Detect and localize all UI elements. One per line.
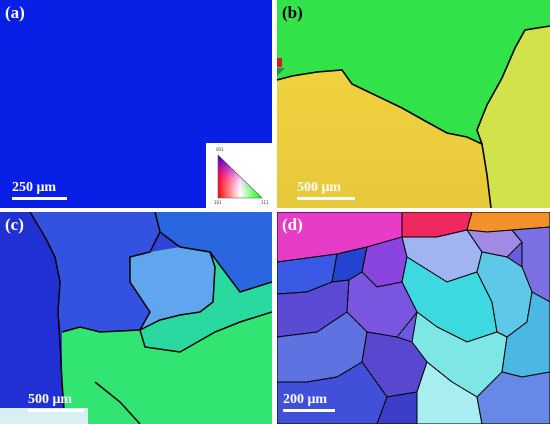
scale-line-b	[297, 197, 355, 200]
scale-line-d	[283, 409, 335, 412]
ebsd-map-a: (a) 250 μm 001 101 111	[0, 0, 272, 208]
grain-map-b	[277, 0, 550, 208]
panel-label-d: (d)	[282, 215, 303, 234]
ipf-triangle-icon	[217, 154, 263, 199]
scale-line-a	[12, 197, 67, 200]
scale-text-a: 250 μm	[12, 180, 57, 195]
panel-label-c: (c)	[5, 215, 24, 234]
scale-bar-a: 250 μm	[12, 181, 67, 200]
scale-text-d: 200 μm	[283, 392, 328, 407]
scale-text-c: 500 μm	[28, 392, 73, 407]
ebsd-map-d: (d) 200 μm	[277, 212, 550, 424]
ipf-color-key: 001 101 111	[206, 143, 272, 208]
scale-bar-b: 500 μm	[297, 181, 355, 200]
grain-map-c	[0, 212, 272, 424]
ebsd-map-c: (c) 500 μm	[0, 212, 272, 424]
ipf-label-001: 001	[216, 147, 224, 152]
ebsd-map-b: (b) 500 μm	[277, 0, 550, 208]
scale-bar-c: 500 μm	[28, 393, 84, 412]
scale-text-b: 500 μm	[297, 180, 342, 195]
panel-label-b: (b)	[282, 3, 303, 22]
ipf-label-111: 111	[261, 200, 269, 205]
scale-line-c	[28, 409, 84, 412]
grain-map-d	[277, 212, 550, 424]
scale-bar-d: 200 μm	[283, 393, 335, 412]
ipf-label-101: 101	[214, 200, 222, 205]
panel-label-a: (a)	[5, 3, 25, 22]
